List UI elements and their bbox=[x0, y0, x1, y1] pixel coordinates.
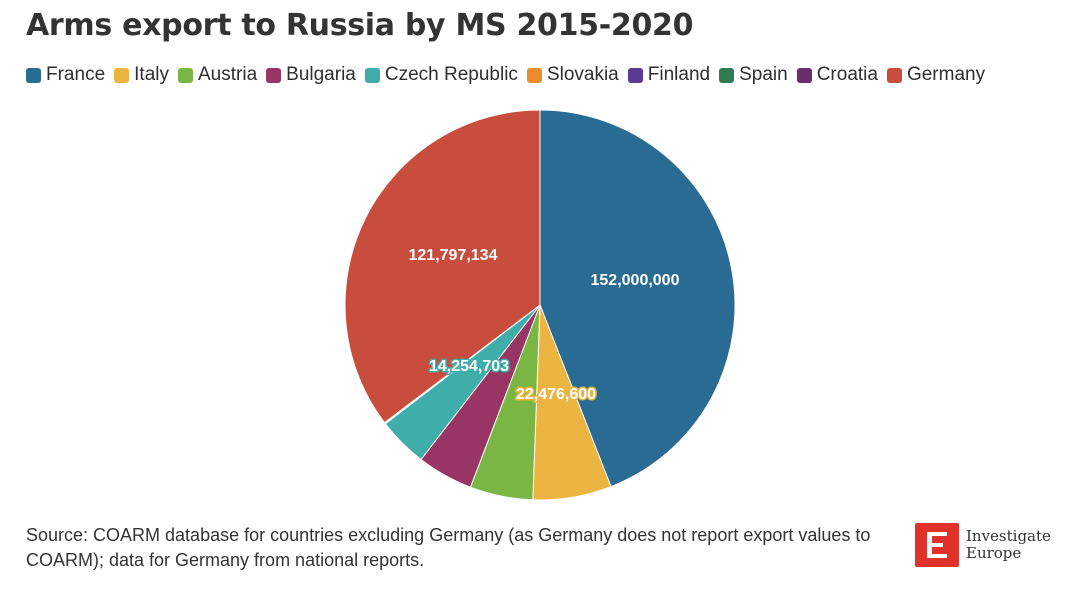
data-label-germany: 121,797,134 bbox=[409, 247, 498, 264]
legend-item-bulgaria[interactable]: Bulgaria bbox=[266, 64, 356, 86]
legend-label: Finland bbox=[647, 64, 711, 85]
legend-item-slovakia[interactable]: Slovakia bbox=[526, 64, 619, 86]
legend-label: Croatia bbox=[816, 64, 878, 85]
brand-logo: Investigate Europe bbox=[915, 521, 1065, 569]
legend-item-italy[interactable]: Italy bbox=[114, 64, 169, 86]
e-logo-icon bbox=[915, 523, 959, 567]
legend-swatch bbox=[26, 67, 41, 83]
chart-legend: France Italy Austria Bulgaria Czech Republic… bbox=[26, 64, 1066, 86]
legend-item-germany[interactable]: Germany bbox=[886, 64, 986, 86]
legend-swatch bbox=[178, 67, 193, 83]
legend-label: Czech Republic bbox=[384, 64, 518, 85]
legend-item-croatia[interactable]: Croatia bbox=[796, 64, 878, 86]
pie-slice-germany[interactable] bbox=[344, 109, 541, 424]
legend-swatch bbox=[526, 67, 542, 83]
legend-label: Italy bbox=[134, 64, 169, 85]
legend-label: Germany bbox=[906, 64, 986, 85]
legend-item-france[interactable]: France bbox=[26, 64, 105, 86]
pie-slice-france[interactable] bbox=[539, 109, 736, 488]
legend-swatch bbox=[796, 67, 812, 83]
legend-item-finland[interactable]: Finland bbox=[627, 64, 711, 86]
legend-swatch bbox=[364, 67, 380, 83]
data-label-italy: 22,476,600 bbox=[516, 386, 596, 403]
data-label-france: 152,000,000 bbox=[591, 272, 680, 289]
legend-item-spain[interactable]: Spain bbox=[719, 64, 788, 86]
legend-swatch bbox=[886, 67, 902, 83]
legend-swatch bbox=[114, 67, 130, 83]
brand-name-line2: Europe bbox=[966, 544, 1022, 562]
legend-label: Bulgaria bbox=[286, 64, 356, 85]
legend-item-czech-republic[interactable]: Czech Republic bbox=[364, 64, 518, 86]
chart-title: Arms export to Russia by MS 2015-2020 bbox=[26, 8, 694, 43]
legend-label: Slovakia bbox=[546, 64, 619, 85]
legend-swatch bbox=[719, 67, 735, 83]
legend-label: Austria bbox=[198, 64, 258, 85]
legend-item-austria[interactable]: Austria bbox=[178, 64, 257, 86]
legend-label: Spain bbox=[739, 64, 788, 85]
legend-label: France bbox=[46, 64, 106, 85]
legend-swatch bbox=[266, 67, 282, 83]
data-label-czech-republic: 14,254,703 bbox=[429, 358, 509, 375]
source-note: Source: COARM database for countries exc… bbox=[26, 525, 871, 570]
legend-swatch bbox=[627, 67, 643, 83]
brand-name-line1: Investigate bbox=[966, 527, 1051, 545]
